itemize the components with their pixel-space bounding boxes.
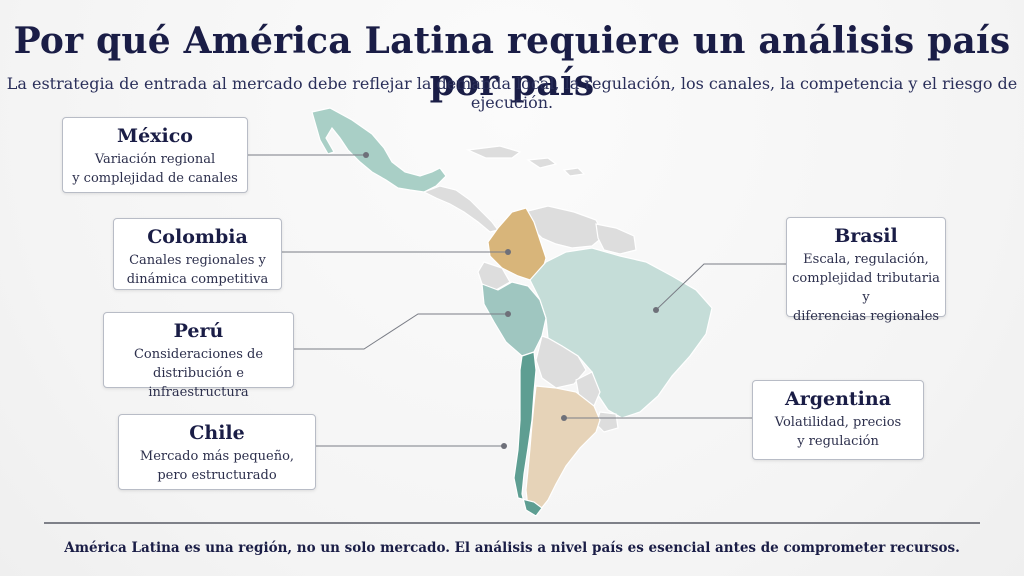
dot-peru bbox=[505, 311, 511, 317]
card-argentina-line1: Volatilidad, precios bbox=[774, 415, 902, 430]
card-colombia-line1: Canales regionales y bbox=[129, 253, 266, 268]
card-colombia-line2: dinámica competitiva bbox=[126, 272, 269, 287]
card-argentina-name: Argentina bbox=[784, 388, 892, 410]
map-chile bbox=[513, 351, 543, 517]
connector-dots bbox=[363, 152, 659, 449]
card-brasil: Brasil Escala, regulación, complejidad t… bbox=[786, 217, 946, 324]
map-guyanas bbox=[595, 223, 637, 255]
dot-brasil bbox=[653, 307, 659, 313]
card-chile-line1: Mercado más pequeño, bbox=[139, 449, 295, 464]
card-brasil-line3: diferencias regionales bbox=[792, 309, 940, 324]
card-argentina-line2: y regulación bbox=[797, 434, 879, 449]
map-mexico bbox=[311, 107, 447, 193]
card-mexico: México Variación regional y complejidad … bbox=[62, 117, 248, 193]
card-brasil-name: Brasil bbox=[834, 225, 898, 247]
card-chile: Chile Mercado más pequeño, pero estructu… bbox=[118, 414, 316, 490]
page-subtitle: La estrategia de entrada al mercado debe… bbox=[6, 74, 1018, 112]
footer-text: América Latina es una región, no un solo… bbox=[64, 540, 960, 556]
connector-brasil bbox=[655, 263, 786, 311]
card-peru: Perú Consideraciones de distribución e i… bbox=[103, 312, 294, 400]
card-peru-line1: Consideraciones de bbox=[133, 347, 264, 362]
dot-argentina bbox=[561, 415, 567, 421]
card-mexico-line1: Variación regional bbox=[94, 152, 216, 167]
card-mexico-name: México bbox=[117, 125, 193, 147]
card-chile-line2: pero estructurado bbox=[157, 468, 277, 483]
map-caribbean bbox=[465, 145, 586, 177]
dot-colombia bbox=[505, 249, 511, 255]
card-mexico-line2: y complejidad de canales bbox=[72, 171, 238, 186]
card-peru-line2: distribución e infraestructura bbox=[148, 366, 249, 400]
connector-peru bbox=[294, 313, 508, 350]
footer-divider bbox=[44, 522, 980, 524]
card-colombia: Colombia Canales regionales y dinámica c… bbox=[113, 218, 282, 290]
connector-lines bbox=[248, 154, 786, 447]
dot-mexico bbox=[363, 152, 369, 158]
map-bolivia bbox=[535, 335, 587, 389]
card-argentina: Argentina Volatilidad, precios y regulac… bbox=[752, 380, 924, 460]
map-argentina bbox=[525, 385, 601, 511]
card-brasil-line1: Escala, regulación, bbox=[803, 252, 929, 267]
card-brasil-line2: complejidad tributaria y bbox=[792, 271, 940, 305]
map-central-america bbox=[422, 185, 500, 233]
card-peru-name: Perú bbox=[173, 320, 224, 342]
card-chile-name: Chile bbox=[189, 422, 245, 444]
card-colombia-name: Colombia bbox=[147, 226, 248, 248]
page-title: Por qué América Latina requiere un análi… bbox=[13, 20, 1011, 104]
dot-chile bbox=[501, 443, 507, 449]
